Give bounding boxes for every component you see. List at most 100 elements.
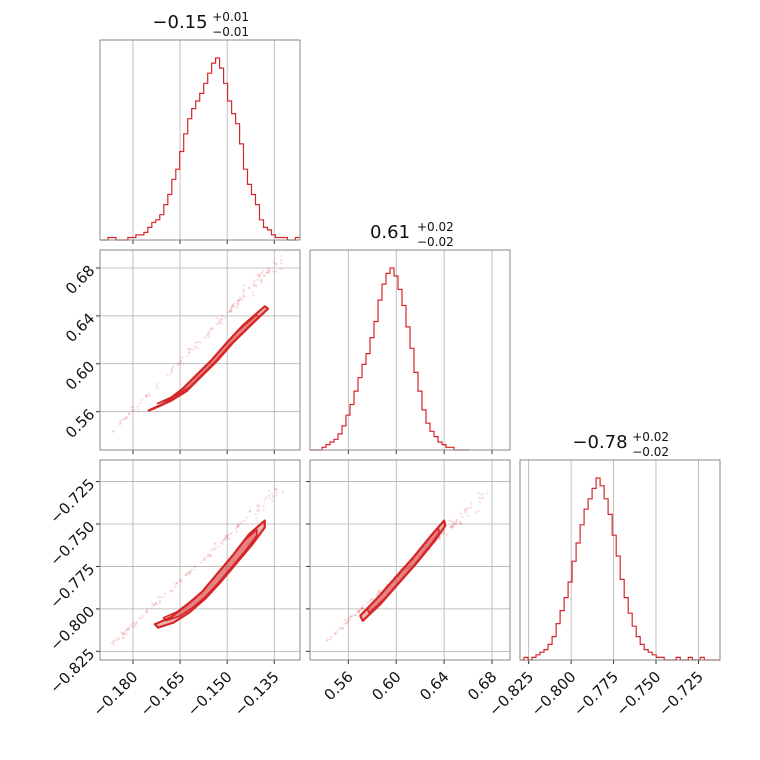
pair-panel-2-point-25: [410, 561, 414, 564]
pair-panel-1-point-54: [122, 632, 125, 636]
pair-panel-0-point-116: [260, 278, 263, 282]
pair-panel-2-point-109: [361, 607, 365, 610]
pair-panel-0-point-5: [261, 270, 264, 273]
pair-panel-0-point-139: [243, 294, 246, 298]
pair-panel-1-point-138: [275, 494, 278, 497]
pair-panel-1-point-4: [217, 545, 220, 548]
pair-panel-1-point-42: [174, 583, 177, 586]
pair-panel-1-point-104: [248, 510, 251, 513]
x-tick-label-col2-2: −0.775: [570, 668, 622, 720]
pair-panel-1-point-102: [189, 570, 192, 573]
pair-panel-0-point-91: [254, 284, 257, 287]
pair-panel-2-point-21: [452, 524, 455, 528]
pair-panel-0-point-42: [220, 322, 224, 325]
pair-panel-2-point-35: [465, 508, 468, 511]
pair-panel-1-point-71: [275, 487, 278, 491]
pair-panel-0-point-13: [223, 316, 226, 320]
pair-panel-2-point-89: [461, 515, 464, 519]
pair-panel-1-point-97: [202, 558, 206, 561]
pair-panel-1-point-47: [237, 522, 240, 526]
pair-panel-0-point-43: [220, 317, 223, 321]
pair-panel-2-point-59: [482, 496, 485, 499]
pair-panel-0-point-112: [188, 348, 191, 351]
pair-panel-2-point-104: [477, 491, 480, 495]
x-tick-label-col0-0: −0.180: [89, 668, 141, 720]
pair-panel-2-point-47: [333, 632, 336, 635]
pair-panel-2-point-13: [341, 627, 344, 630]
pair-panel-1-point-43: [155, 603, 158, 606]
pair-panel-0-point-7: [263, 274, 266, 277]
pair-panel-1-point-49: [206, 553, 209, 557]
pair-panel-0-point-78: [256, 273, 260, 277]
pair-panel-0-point-61: [207, 335, 211, 338]
x-tick-label-col1-0: 0.56: [320, 668, 356, 704]
pair-panel-1-point-56: [157, 596, 160, 599]
pair-panel-0-point-33: [122, 418, 126, 421]
pair-panel-0-point-124: [217, 322, 220, 326]
pair-panel-0-point-134: [196, 346, 199, 349]
pair-panel-2-contour-inner: [366, 527, 441, 614]
pair-panel-0-point-23: [187, 347, 190, 351]
pair-panel-1-point-110: [212, 548, 215, 552]
pair-panel-2-point-88: [348, 618, 351, 622]
pair-panel-1-point-62: [228, 537, 231, 541]
pair-panel-1-point-137: [281, 490, 285, 493]
pair-panel-2-point-82: [355, 610, 358, 613]
pair-panel-1-point-106: [126, 627, 130, 630]
pair-panel-0-point-26: [126, 416, 129, 419]
pair-panel-1-point-55: [135, 622, 138, 625]
pair-panel-0-point-83: [237, 299, 240, 302]
pair-panel-0-point-35: [136, 408, 140, 412]
pair-panel-2-point-102: [370, 598, 373, 601]
pair-panel-2-point-46: [469, 506, 472, 509]
pair-panel-1-point-111: [145, 607, 149, 611]
pair-panel-1-point-50: [121, 631, 124, 635]
pair-panel-0-point-119: [209, 327, 213, 330]
pair-panel-1-point-15: [115, 638, 118, 642]
pair-panel-0-point-76: [179, 361, 182, 365]
pair-panel-2-point-87: [354, 613, 357, 617]
pair-panel-2-point-5: [365, 601, 368, 605]
pair-panel-1-point-76: [242, 519, 246, 522]
pair-panel-2-point-43: [418, 554, 421, 558]
pair-panel-2-point-106: [482, 493, 485, 496]
pair-panel-2-point-58: [349, 615, 352, 618]
pair-panel-0-point-126: [206, 332, 210, 335]
pair-panel-1-point-124: [171, 589, 174, 592]
pair-panel-1-point-41: [206, 556, 210, 559]
pair-panel-1-point-23: [162, 596, 165, 599]
pair-panel-0-point-51: [275, 263, 278, 266]
pair-panel-1-point-1: [235, 526, 239, 529]
pair-panel-2-point-62: [341, 626, 344, 630]
pair-panel-2-point-69: [459, 522, 462, 525]
pair-panel-1-point-3: [254, 512, 257, 516]
pair-panel-0-point-34: [194, 341, 197, 344]
pair-panel-0-point-99: [192, 348, 195, 351]
pair-panel-0-point-25: [237, 299, 240, 302]
pair-panel-0-point-125: [166, 373, 169, 376]
pair-panel-1-point-82: [270, 492, 274, 496]
pair-panel-0-point-12: [262, 274, 266, 277]
pair-panel-0-point-14: [179, 359, 183, 362]
pair-panel-1-point-14: [177, 579, 181, 582]
pair-panel-2-point-94: [360, 608, 363, 611]
pair-panel-2-point-50: [326, 638, 329, 641]
pair-panel-1-point-70: [248, 510, 252, 513]
pair-panel-2-point-17: [442, 530, 445, 533]
title-plus-1: +0.02: [417, 220, 454, 234]
pair-panel-1-point-125: [276, 491, 279, 494]
pair-panel-0-point-113: [257, 274, 261, 278]
pair-panel-2-point-60: [423, 546, 426, 549]
pair-panel-2-point-12: [478, 501, 482, 504]
pair-panel-0-point-80: [226, 311, 229, 315]
pair-panel-0-point-106: [132, 405, 135, 409]
pair-panel-2-point-86: [449, 525, 452, 529]
pair-panel-2-point-138: [466, 514, 469, 517]
pair-panel-2-point-51: [477, 509, 480, 513]
pair-panel-0-point-49: [220, 314, 224, 317]
pair-panel-0-point-135: [219, 321, 222, 324]
pair-panel-2-point-114: [451, 526, 454, 529]
pair-panel-0-point-122: [199, 341, 202, 344]
pair-panel-1-point-37: [132, 622, 135, 625]
